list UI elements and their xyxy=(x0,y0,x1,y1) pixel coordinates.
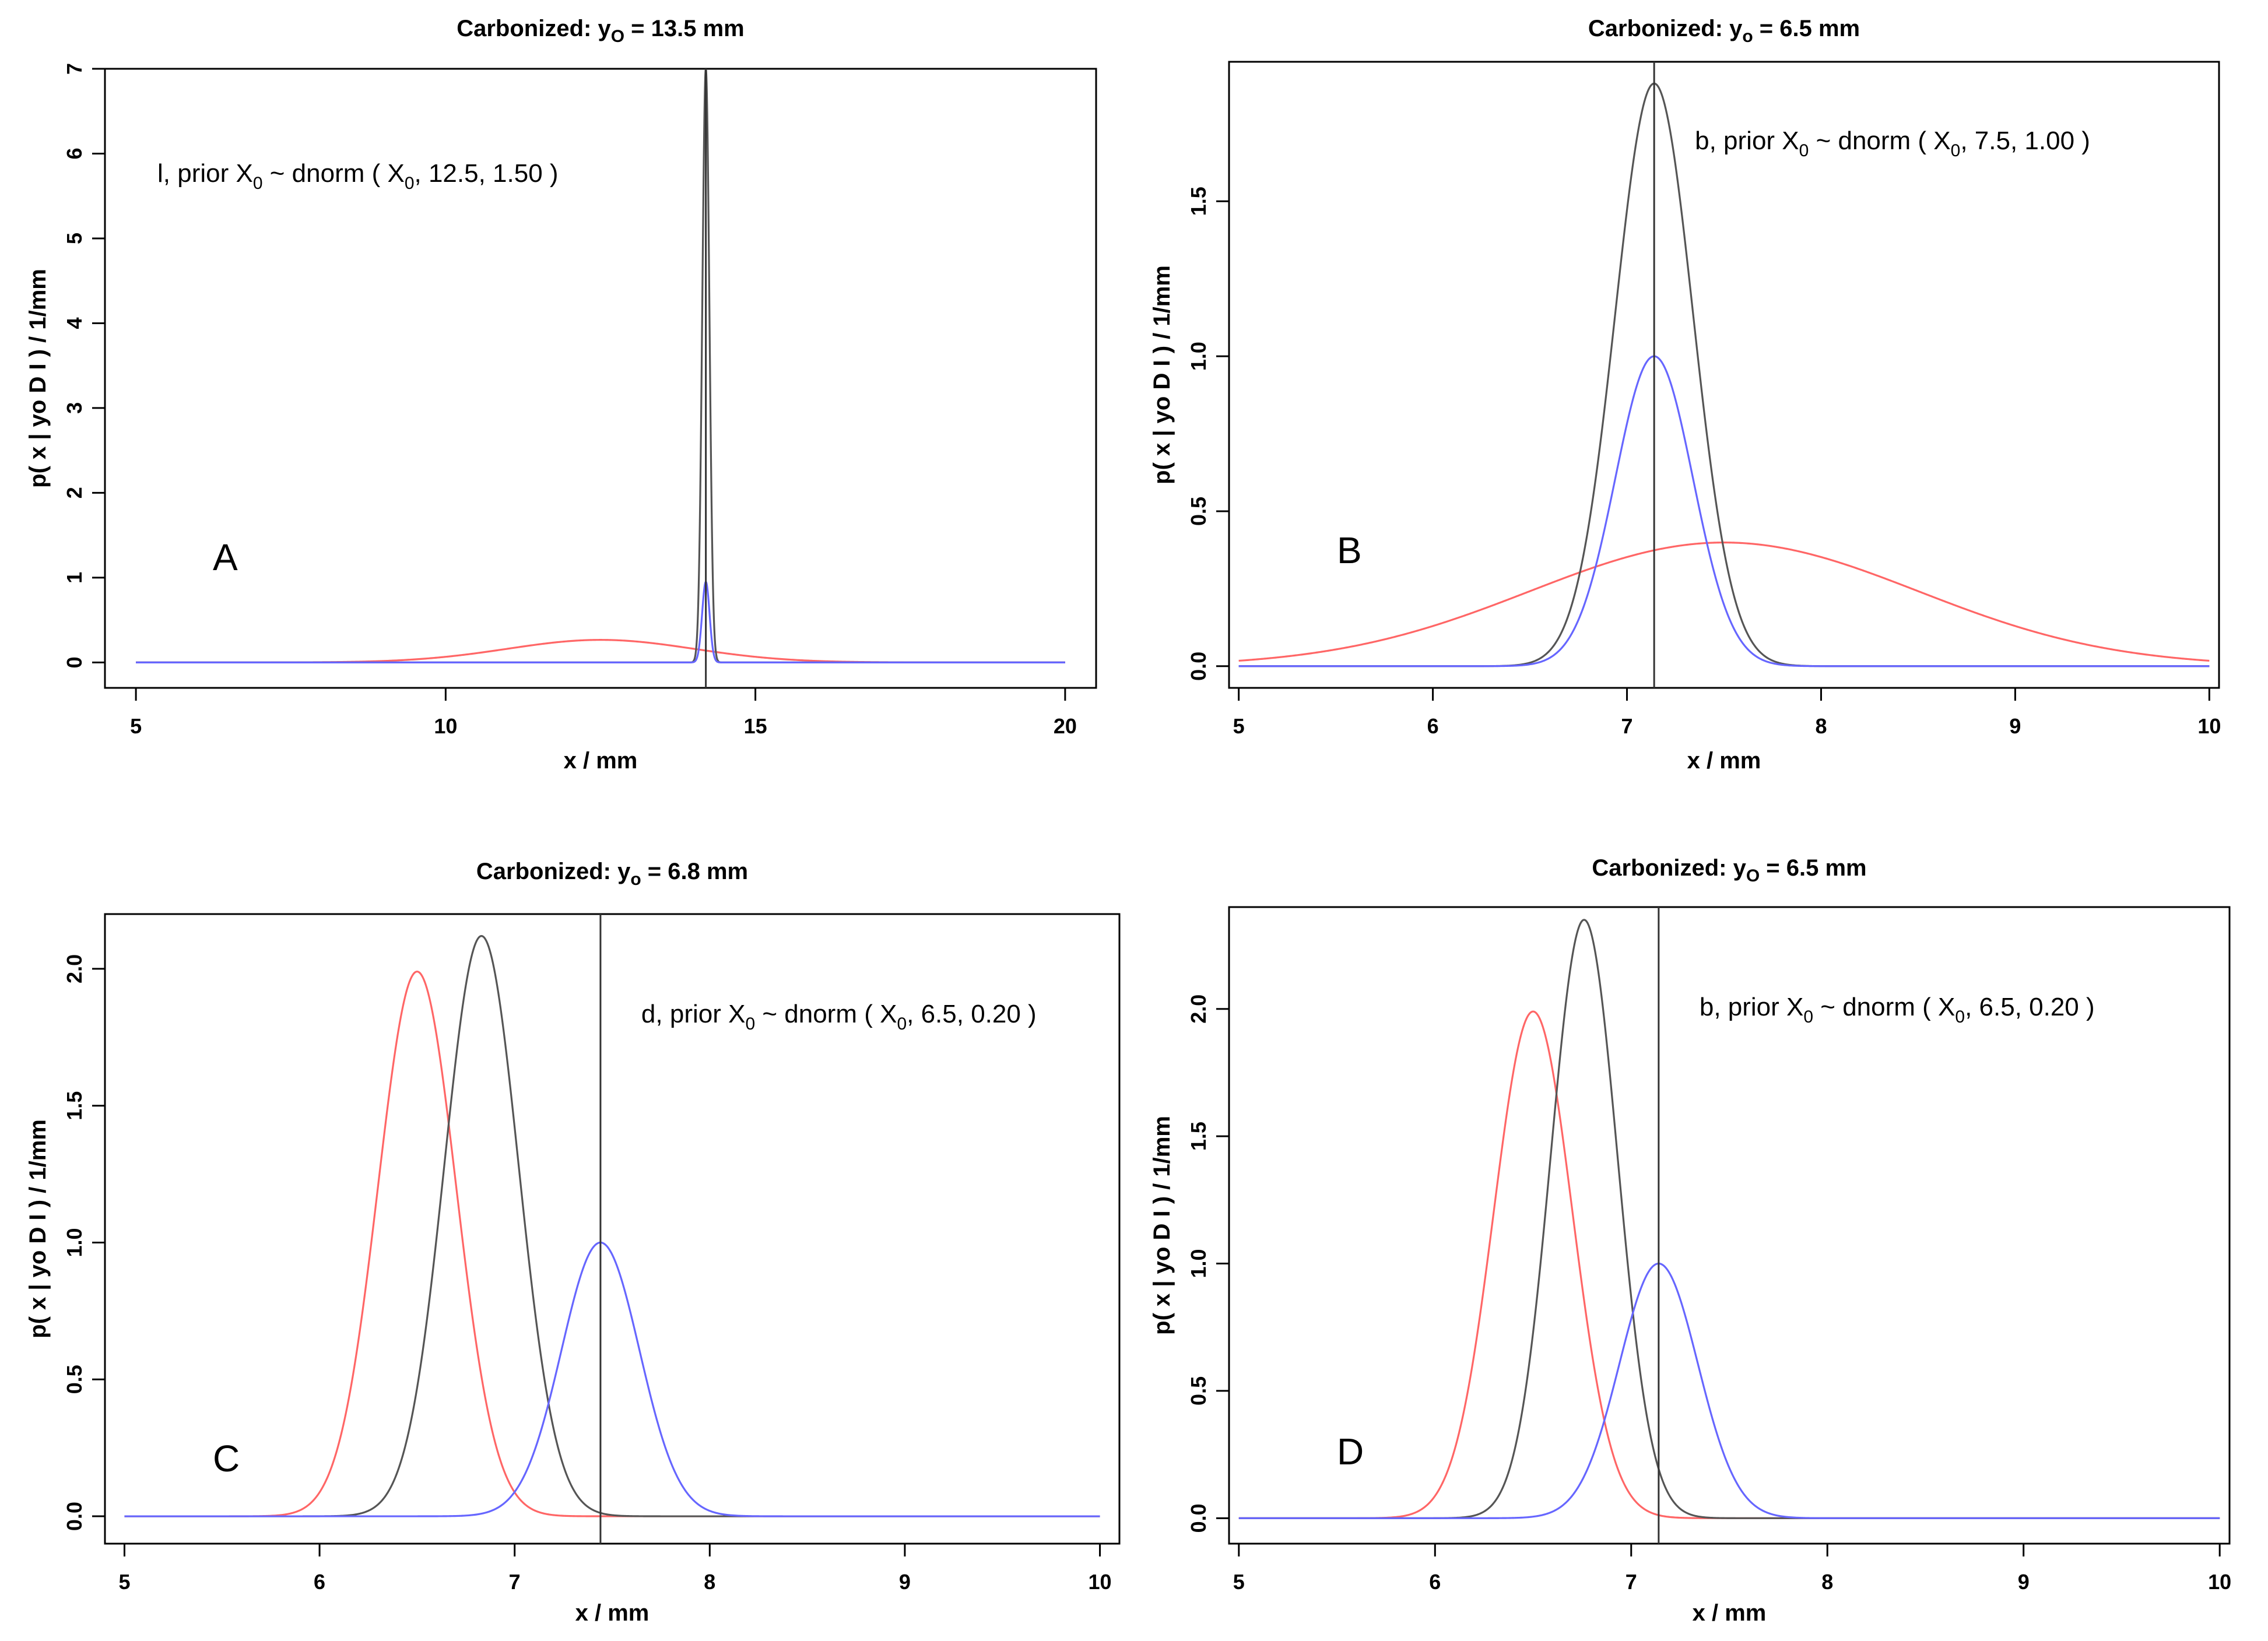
x-tick-label: 10 xyxy=(1089,1570,1112,1594)
panel-label: C xyxy=(213,1438,240,1480)
prior-annotation: d, prior X0 ~ dnorm ( X0, 6.5, 0.20 ) xyxy=(641,1000,1037,1034)
x-tick-label: 10 xyxy=(2197,714,2221,738)
x-axis-label: x / mm xyxy=(1687,748,1761,774)
x-tick-label: 15 xyxy=(744,714,767,738)
y-tick-label: 4 xyxy=(62,317,86,329)
y-tick-label: 0 xyxy=(62,656,86,668)
y-tick-label: 2.0 xyxy=(62,954,86,983)
chart-panel-d: Carbonized: yO = 6.5 mm 5 6 7 8 9 10 0.0 0.5 1.0 1… xyxy=(1149,855,2231,1626)
y-tick-label: 2 xyxy=(62,487,86,498)
chart-title: Carbonized: yo = 6.5 mm xyxy=(1588,16,1860,46)
series-likelihood-line xyxy=(136,581,1065,663)
x-tick-label: 8 xyxy=(1815,714,1827,738)
series-posterior-line xyxy=(136,69,1065,663)
series-likelihood-line xyxy=(1238,1262,2220,1519)
series-prior-line xyxy=(1238,1010,2220,1519)
y-tick-label: 0.5 xyxy=(1186,497,1210,526)
chart-title: Carbonized: yo = 6.8 mm xyxy=(476,859,748,889)
x-tick-label: 9 xyxy=(2009,714,2021,738)
x-tick-label: 6 xyxy=(1429,1570,1441,1594)
y-tick-label: 2.0 xyxy=(1186,995,1210,1024)
x-tick-label: 5 xyxy=(118,1570,130,1594)
y-tick-label: 6 xyxy=(62,147,86,159)
x-tick-label: 7 xyxy=(1625,1570,1637,1594)
series-likelihood-line xyxy=(1238,355,2210,667)
x-tick-label: 5 xyxy=(1233,1570,1245,1594)
y-tick-label: 1.0 xyxy=(1186,342,1210,371)
y-tick-label: 0.0 xyxy=(62,1502,86,1531)
x-tick-label: 8 xyxy=(1821,1570,1833,1594)
plot-frame xyxy=(104,68,1097,689)
y-axis-label: p( x | yo D I ) / 1/mm xyxy=(1149,265,1175,484)
prior-annotation: b, prior X0 ~ dnorm ( X0, 7.5, 1.00 ) xyxy=(1695,126,2090,160)
y-tick-label: 1.5 xyxy=(62,1091,86,1120)
y-tick-label: 5 xyxy=(62,233,86,244)
series-posterior-line xyxy=(1238,82,2210,667)
x-tick-label: 5 xyxy=(130,714,142,738)
plot-frame xyxy=(104,913,1121,1545)
x-tick-label: 9 xyxy=(2018,1570,2030,1594)
x-tick-label: 6 xyxy=(1427,714,1439,738)
chart-title: Carbonized: yO = 13.5 mm xyxy=(457,16,745,46)
chart-panel-a: Carbonized: yO = 13.5 mm 5 10 15 20 0 1 2 3 4 5 6 7 x… xyxy=(25,16,1097,774)
series-prior-line xyxy=(1238,542,2210,662)
x-axis-label: x / mm xyxy=(564,748,638,774)
y-tick-label: 3 xyxy=(62,402,86,414)
x-tick-label: 5 xyxy=(1233,714,1245,738)
x-tick-label: 6 xyxy=(314,1570,325,1594)
panel-label: B xyxy=(1337,529,1362,571)
y-tick-label: 0.0 xyxy=(1186,652,1210,681)
x-tick-label: 7 xyxy=(509,1570,521,1594)
y-tick-label: 0.5 xyxy=(62,1365,86,1394)
y-tick-label: 0.0 xyxy=(1186,1503,1210,1533)
series-prior-line xyxy=(136,639,1065,663)
x-tick-label: 20 xyxy=(1054,714,1077,738)
x-tick-label: 10 xyxy=(2208,1570,2231,1594)
x-tick-label: 7 xyxy=(1621,714,1633,738)
panel-label: A xyxy=(213,536,238,578)
plot-frame xyxy=(1228,61,2220,689)
y-tick-label: 7 xyxy=(62,63,86,75)
chart-panel-b: Carbonized: yo = 6.5 mm 5 6 7 8 9 10 0.0 0.5 1.0 1… xyxy=(1149,16,2221,774)
y-tick-label: 1.0 xyxy=(62,1228,86,1257)
x-tick-label: 10 xyxy=(434,714,457,738)
panel-label: D xyxy=(1337,1431,1364,1473)
plot-frame xyxy=(1228,906,2231,1545)
y-axis-label: p( x | yo D I ) / 1/mm xyxy=(1149,1116,1175,1335)
y-tick-label: 1.0 xyxy=(1186,1249,1210,1278)
chart-panel-c: Carbonized: yo = 6.8 mm 5 6 7 8 9 10 0.0 0.5 1.0 1… xyxy=(25,859,1121,1626)
y-tick-label: 1.5 xyxy=(1186,187,1210,216)
y-tick-label: 1 xyxy=(62,572,86,584)
prior-annotation: b, prior X0 ~ dnorm ( X0, 6.5, 0.20 ) xyxy=(1700,993,2095,1027)
x-axis-label: x / mm xyxy=(1693,1600,1767,1626)
chart-title: Carbonized: yO = 6.5 mm xyxy=(1592,855,1866,885)
y-tick-label: 1.5 xyxy=(1186,1122,1210,1151)
series-prior-line xyxy=(124,970,1100,1517)
x-tick-label: 9 xyxy=(899,1570,911,1594)
y-axis-label: p( x | yo D I ) / 1/mm xyxy=(25,269,51,488)
prior-annotation: l, prior X0 ~ dnorm ( X0, 12.5, 1.50 ) xyxy=(157,159,559,193)
series-likelihood-line xyxy=(124,1241,1100,1517)
x-axis-label: x / mm xyxy=(575,1600,649,1626)
y-axis-label: p( x | yo D I ) / 1/mm xyxy=(25,1119,51,1338)
y-tick-label: 0.5 xyxy=(1186,1376,1210,1405)
x-tick-label: 8 xyxy=(704,1570,715,1594)
